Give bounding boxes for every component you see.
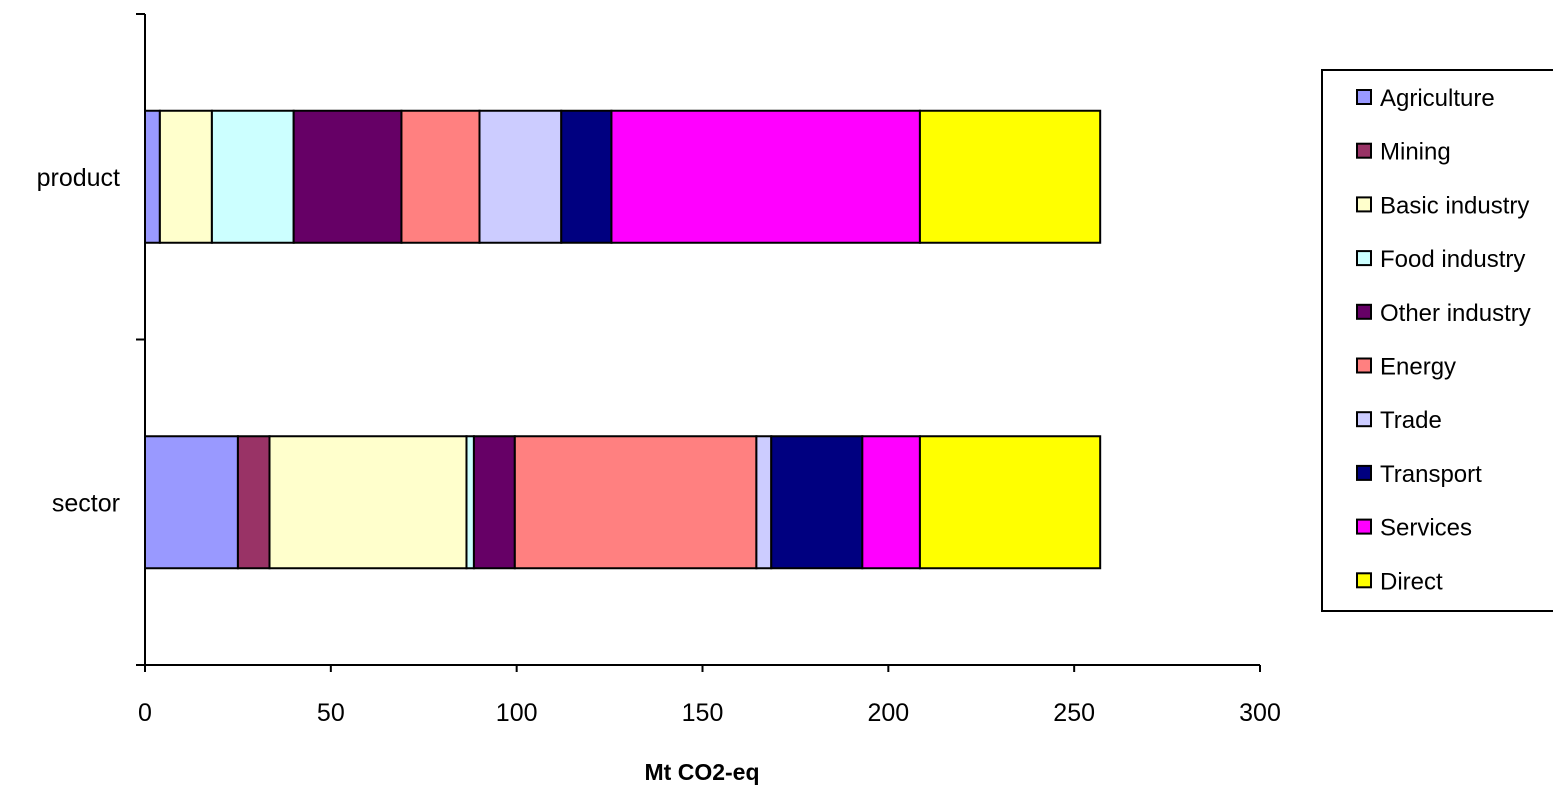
- bar-sector-agriculture: [144, 435, 239, 570]
- bar-product-basic-industry: [158, 109, 213, 244]
- legend-label: Basic industry: [1380, 192, 1529, 219]
- bar-area: [144, 109, 1102, 570]
- legend-label: Transport: [1380, 461, 1482, 488]
- legend-swatch: [1356, 250, 1372, 267]
- legend-swatch: [1356, 572, 1372, 589]
- x-tick-label: 300: [1239, 699, 1281, 727]
- x-tick-label: 100: [496, 699, 538, 727]
- bar-sector-basic-industry: [268, 435, 468, 570]
- bar-product-transport: [560, 109, 613, 244]
- bar-sector-transport: [770, 435, 864, 570]
- legend-label: Agriculture: [1380, 85, 1495, 112]
- bar-product-energy: [400, 109, 481, 244]
- legend-label: Other industry: [1380, 300, 1531, 327]
- bar-sector-energy: [513, 435, 758, 570]
- x-tick-label: 0: [138, 699, 152, 727]
- legend-label: Energy: [1380, 354, 1456, 381]
- x-tick-label: 150: [682, 699, 724, 727]
- legend-label: Food industry: [1380, 246, 1525, 273]
- x-ticks: 0 50 100 150 200 250 300: [138, 665, 1281, 727]
- legend-label: Direct: [1380, 568, 1443, 595]
- bar-product-other-industry: [292, 109, 403, 244]
- legend-swatch: [1356, 411, 1372, 428]
- legend-label: Trade: [1380, 407, 1442, 434]
- y-tick-label: product: [37, 164, 120, 192]
- legend-swatch: [1356, 518, 1372, 535]
- bar-product-trade: [478, 109, 563, 244]
- legend-swatch: [1356, 303, 1372, 320]
- legend-label: Mining: [1380, 139, 1451, 166]
- x-axis-title: Mt CO2-eq: [645, 759, 760, 785]
- legend-swatch: [1356, 357, 1372, 374]
- x-tick-label: 50: [317, 699, 345, 727]
- legend: Agriculture Mining Basic industry Food indu…: [1321, 69, 1553, 612]
- x-tick-label: 250: [1053, 699, 1095, 727]
- legend-swatch: [1356, 196, 1372, 213]
- y-tick-label: sector: [52, 489, 120, 517]
- bar-sector-food-industry: [465, 435, 475, 570]
- bar-sector-trade: [755, 435, 773, 570]
- bar-sector-direct: [918, 435, 1102, 570]
- bar-product-services: [610, 109, 921, 244]
- legend-swatch: [1356, 464, 1372, 481]
- legend-label: Services: [1380, 515, 1472, 542]
- legend-swatch: [1356, 89, 1372, 105]
- bar-sector-services: [861, 435, 921, 570]
- bar-product-food-industry: [210, 109, 295, 244]
- bar-product-agriculture: [144, 109, 161, 244]
- bar-sector-other-industry: [472, 435, 516, 570]
- bar-product-direct: [918, 109, 1102, 244]
- legend-swatch: [1356, 142, 1372, 159]
- bar-sector-mining: [236, 435, 271, 570]
- y-ticks: product sector: [37, 13, 145, 666]
- x-tick-label: 200: [867, 699, 909, 727]
